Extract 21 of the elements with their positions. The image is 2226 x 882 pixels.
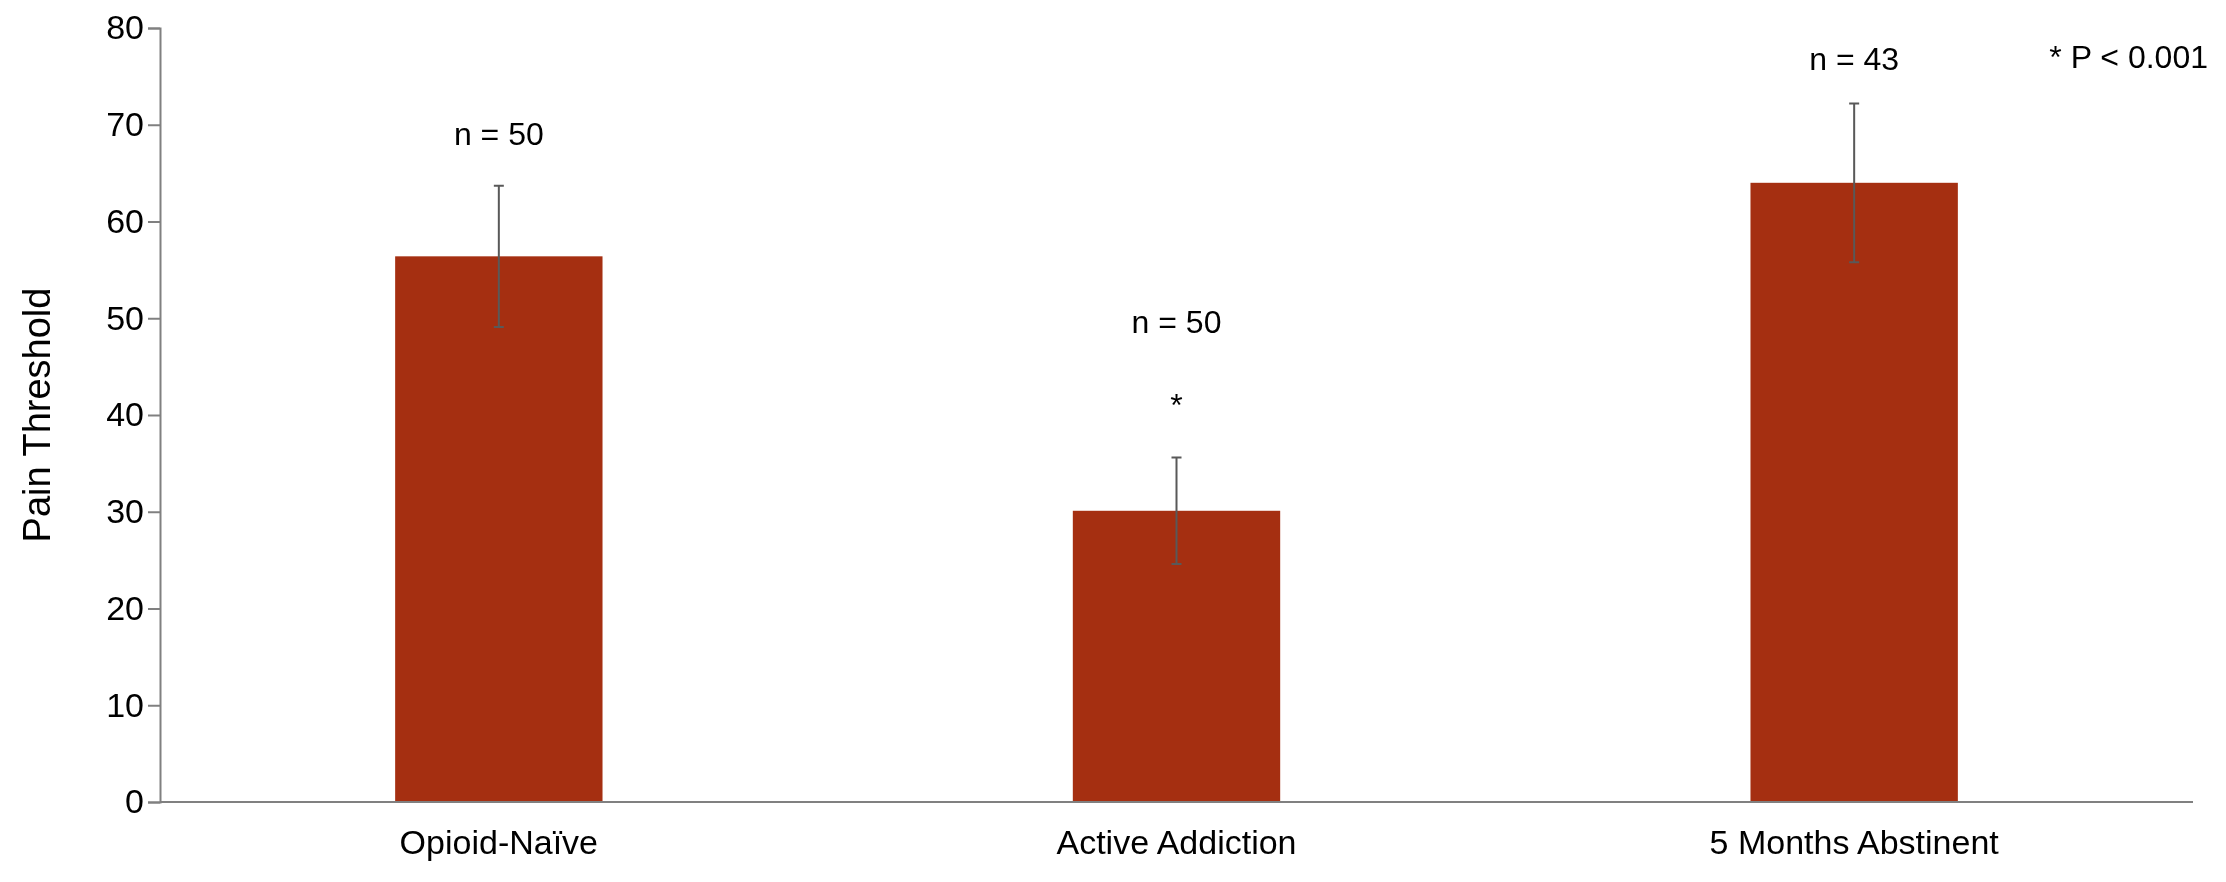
y-tick-label: 60 (106, 201, 144, 240)
annotation: n = 50 (453, 116, 544, 153)
x-tick-label: Active Addiction (1056, 823, 1297, 861)
bar (395, 256, 603, 802)
y-tick-label: 80 (106, 8, 144, 47)
x-tick-label: 5 Months Abstinent (1709, 823, 2000, 861)
y-tick-label: 10 (106, 685, 144, 724)
y-tick-label: 30 (106, 492, 144, 531)
annotation: n = 43 (1809, 41, 1900, 78)
annotation: n = 50 (1131, 304, 1222, 341)
y-tick-label: 20 (106, 588, 144, 627)
y-tick-label: 40 (106, 395, 144, 434)
bar (1072, 510, 1281, 802)
x-tick-label: Opioid-Naïve (399, 823, 599, 861)
annotation: * (1170, 387, 1183, 424)
y-tick-label: 0 (125, 782, 144, 821)
y-axis-title: Pain Threshold (16, 287, 58, 543)
y-tick-label: 50 (106, 298, 144, 337)
bar (1750, 182, 1958, 802)
y-tick-label: 70 (106, 105, 144, 144)
annotation: * P < 0.001 (2049, 39, 2208, 75)
